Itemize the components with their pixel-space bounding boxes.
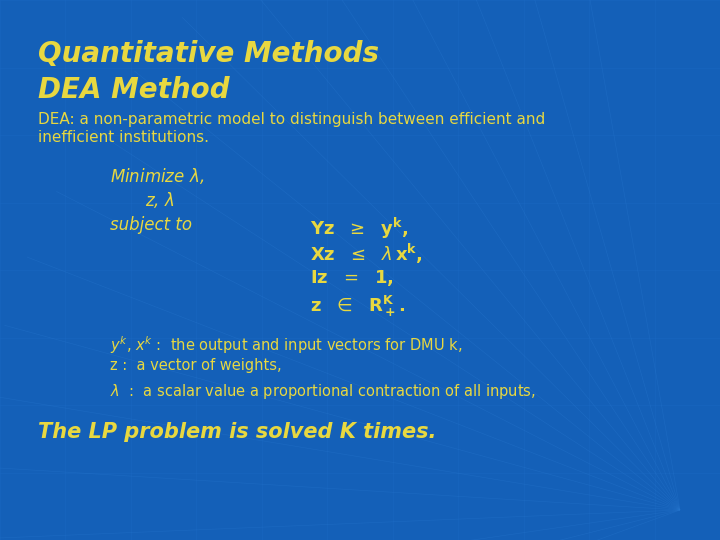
Text: inefficient institutions.: inefficient institutions. [38, 130, 209, 145]
Text: Minimize $\lambda$,: Minimize $\lambda$, [110, 166, 204, 186]
Text: DEA: a non-parametric model to distinguish between efficient and: DEA: a non-parametric model to distingui… [38, 112, 545, 127]
Text: Quantitative Methods: Quantitative Methods [38, 40, 379, 68]
Text: The LP problem is solved K times.: The LP problem is solved K times. [38, 422, 436, 442]
Text: subject to: subject to [110, 216, 192, 234]
Text: z, $\lambda$: z, $\lambda$ [145, 190, 174, 210]
Text: DEA Method: DEA Method [38, 76, 230, 104]
Text: $\mathbf{X}$z  $\leq$  $\lambda\,\mathbf{x^k}$,: $\mathbf{X}$z $\leq$ $\lambda\,\mathbf{x… [310, 242, 423, 266]
Text: $\lambda$  :  a scalar value a proportional contraction of all inputs,: $\lambda$ : a scalar value a proportiona… [110, 382, 536, 401]
Text: $\mathbf{Y}$z  $\geq$  y$\mathbf{^k}$,: $\mathbf{Y}$z $\geq$ y$\mathbf{^k}$, [310, 216, 408, 241]
Text: $\mathbf{I}$z  $=$  1,: $\mathbf{I}$z $=$ 1, [310, 268, 394, 288]
Text: z :  a vector of weights,: z : a vector of weights, [110, 358, 282, 373]
Text: $y^k$, $x^k$ :  the output and input vectors for DMU k,: $y^k$, $x^k$ : the output and input vect… [110, 334, 462, 356]
Text: $\mathbf{z}$  $\in$  $\mathbf{R_+^K}$.: $\mathbf{z}$ $\in$ $\mathbf{R_+^K}$. [310, 294, 405, 319]
